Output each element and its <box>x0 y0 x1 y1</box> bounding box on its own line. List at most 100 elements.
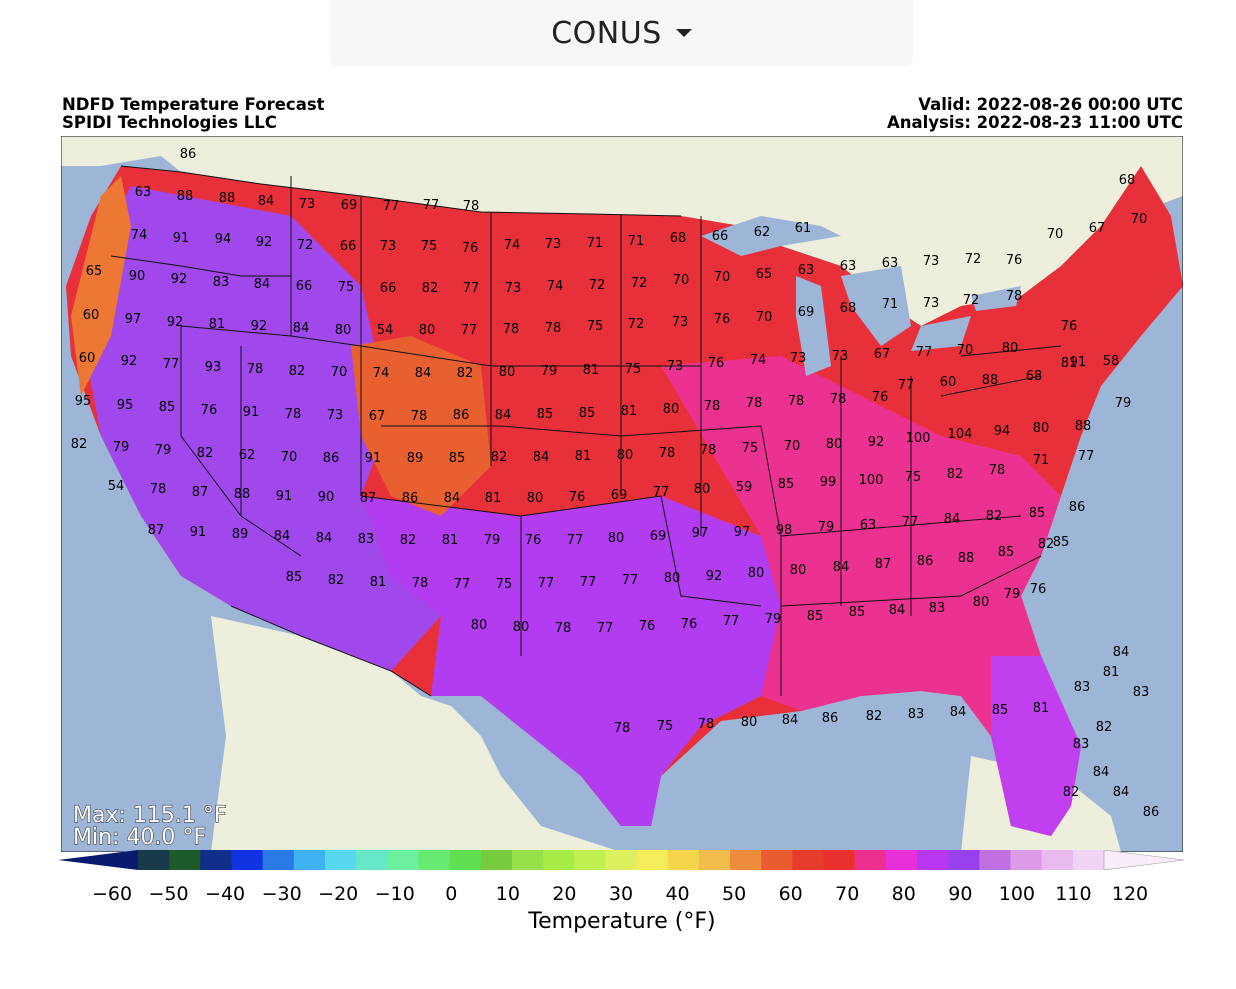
station-temp-label: 77 <box>1078 449 1095 464</box>
lake-superior <box>701 216 841 256</box>
station-temp-label: 75 <box>496 577 513 592</box>
station-temp-label: 77 <box>463 281 480 296</box>
station-temp-label: 66 <box>380 281 397 296</box>
station-temp-label: 70 <box>1047 227 1064 242</box>
station-temp-label: 69 <box>798 305 815 320</box>
station-temp-label: 80 <box>973 595 990 610</box>
colorbar-segment <box>730 850 762 870</box>
station-temp-label: 82 <box>1096 720 1113 735</box>
station-temp-label: 82 <box>986 509 1003 524</box>
station-temp-label: 90 <box>129 269 146 284</box>
station-temp-label: 76 <box>681 617 698 632</box>
station-temp-label: 75 <box>657 719 674 734</box>
station-temp-label: 92 <box>121 354 138 369</box>
station-temp-label: 74 <box>750 353 767 368</box>
colorbar-tick-label: 40 <box>665 883 689 905</box>
station-temp-label: 75 <box>587 319 604 334</box>
station-temp-label: 83 <box>358 532 375 547</box>
lake-ontario <box>971 286 1021 311</box>
station-temp-label: 97 <box>692 526 709 541</box>
station-temp-label: 76 <box>708 356 725 371</box>
station-temp-label: 84 <box>1113 785 1130 800</box>
station-temp-label: 70 <box>957 343 974 358</box>
station-temp-label: 78 <box>463 199 480 214</box>
chevron-down-icon <box>675 29 692 37</box>
station-temp-label: 82 <box>866 709 883 724</box>
station-temp-label: 68 <box>1119 173 1136 188</box>
map-title: NDFD Temperature Forecast <box>62 95 325 114</box>
station-temp-label: 63 <box>798 263 815 278</box>
colorbar-title: Temperature (°F) <box>527 909 715 934</box>
station-temp-label: 85 <box>849 605 866 620</box>
station-temp-label: 86 <box>1143 805 1160 820</box>
station-temp-label: 77 <box>423 198 440 213</box>
station-temp-label: 79 <box>818 520 835 535</box>
station-temp-label: 60 <box>79 351 96 366</box>
map-header-left: NDFD Temperature Forecast SPIDI Technolo… <box>62 96 325 132</box>
station-temp-label: 54 <box>108 479 125 494</box>
station-temp-label: 80 <box>1033 421 1050 436</box>
station-temp-label: 92 <box>706 569 723 584</box>
temperature-map: Max: 115.1 °F Min: 40.0 °F 86 63 88 88 84 73 6… <box>61 136 1183 852</box>
station-temp-label: 72 <box>589 278 606 293</box>
colorbar-segment <box>792 850 825 870</box>
station-temp-label: 100 <box>859 473 884 488</box>
station-temp-label: 76 <box>639 619 656 634</box>
station-temp-label: 73 <box>667 359 684 374</box>
station-temp-label: 78 <box>788 394 805 409</box>
station-temp-label: 92 <box>251 319 268 334</box>
colorbar-tick-label: 10 <box>496 883 520 905</box>
station-temp-label: 82 <box>457 366 474 381</box>
station-temp-label: 75 <box>905 470 922 485</box>
station-temp-label: 70 <box>1131 212 1148 227</box>
station-temp-label: 80 <box>790 563 807 578</box>
station-temp-label: 81 <box>621 404 638 419</box>
station-temp-label: 69 <box>611 488 628 503</box>
station-temp-label: 78 <box>150 482 167 497</box>
station-temp-label: 88 <box>1075 419 1092 434</box>
colorbar-tick-label: 0 <box>445 883 457 905</box>
colorbar-tick-label: 70 <box>835 883 859 905</box>
station-temp-label: 80 <box>335 323 352 338</box>
station-temp-label: 70 <box>784 439 801 454</box>
valid-time: Valid: 2022-08-26 00:00 UTC <box>918 95 1183 114</box>
colorbar-segment <box>1010 850 1043 870</box>
region-dropdown[interactable]: CONUS <box>330 0 913 66</box>
station-temp-label: 78 <box>503 322 520 337</box>
station-temp-label: 67 <box>1089 221 1106 236</box>
station-temp-label: 73 <box>545 237 562 252</box>
station-temp-label: 78 <box>698 717 715 732</box>
station-temp-label: 84 <box>944 512 961 527</box>
station-temp-label: 77 <box>902 515 919 530</box>
station-temp-label: 80 <box>419 323 436 338</box>
station-temp-label: 86 <box>822 711 839 726</box>
station-temp-label: 78 <box>1006 289 1023 304</box>
station-temp-label: 78 <box>247 362 264 377</box>
station-temp-label: 63 <box>135 185 152 200</box>
colorbar-segment <box>543 850 575 870</box>
station-temp-label: 70 <box>331 365 348 380</box>
station-temp-label: 82 <box>947 467 964 482</box>
station-temp-label: 85 <box>159 400 176 415</box>
station-temp-label: 81 <box>370 575 387 590</box>
station-temp-label: 74 <box>131 228 148 243</box>
station-temp-label: 88 <box>234 487 251 502</box>
station-temp-label: 74 <box>504 238 521 253</box>
station-temp-label: 100 <box>906 431 931 446</box>
station-temp-label: 83 <box>213 275 230 290</box>
station-temp-label: 80 <box>608 531 625 546</box>
station-temp-label: 85 <box>286 570 303 585</box>
station-temp-label: 68 <box>670 231 687 246</box>
station-temp-label: 67 <box>369 409 386 424</box>
station-temp-label: 84 <box>533 450 550 465</box>
station-temp-label: 80 <box>663 402 680 417</box>
station-temp-label: 70 <box>673 273 690 288</box>
station-temp-label: 95 <box>117 398 134 413</box>
station-temp-label: 77 <box>898 378 915 393</box>
state-borders <box>110 165 1062 697</box>
station-temp-label: 87 <box>360 491 377 506</box>
colorbar-segment <box>138 850 170 870</box>
station-temp-label: 78 <box>412 576 429 591</box>
station-temp-label: 85 <box>449 451 466 466</box>
colorbar-tick-label: 20 <box>552 883 576 905</box>
